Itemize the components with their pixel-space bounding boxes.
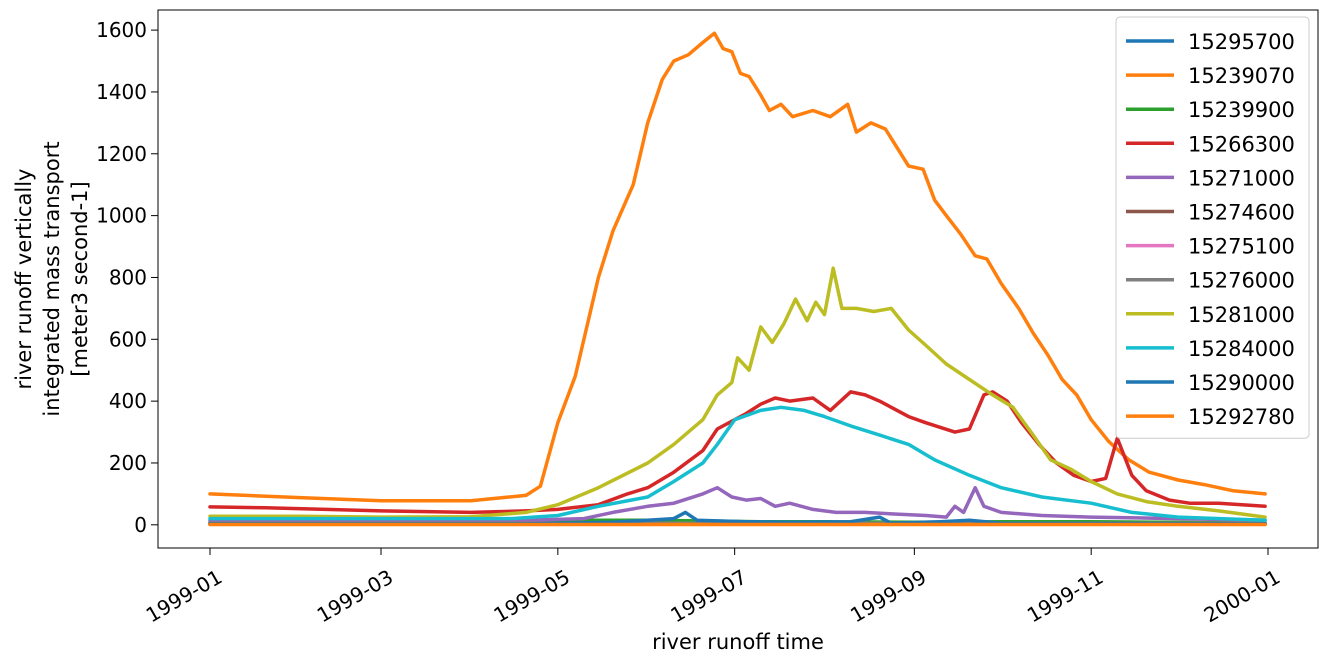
x-axis: 1999-01 1999-03 1999-05 1999-07 1999-09 1999-… — [142, 548, 1284, 627]
x-axis-label: river runoff time — [652, 630, 824, 654]
plot-frame — [157, 9, 1319, 549]
y-tick-label: 800 — [109, 265, 147, 289]
y-tick-label: 1200 — [96, 142, 147, 166]
series-line-15271000 — [208, 485, 1267, 522]
y-axis-label-line-2: integrated mass transport — [40, 141, 64, 416]
legend-entry-label: 15290000 — [1188, 371, 1295, 395]
legend-entry-label: 15239070 — [1188, 64, 1295, 88]
x-tick-label: 2000-01 — [1200, 565, 1284, 628]
legend-entry-label: 15292780 — [1188, 405, 1295, 429]
x-tick-label: 1999-09 — [846, 565, 930, 628]
y-axis-label-line-1: river runoff vertically — [12, 169, 36, 390]
legend-entry-label: 15284000 — [1188, 337, 1295, 361]
legend: 15295700 15239070 15239900 15266300 15271000… — [1115, 16, 1310, 439]
y-tick-label: 1600 — [96, 18, 147, 42]
legend-entry-label: 15271000 — [1188, 166, 1295, 190]
y-axis: 0 200 400 600 800 1000 1200 1400 1600 — [96, 18, 158, 537]
x-tick-label: 1999-07 — [666, 565, 750, 628]
series-layer — [208, 31, 1267, 527]
x-tick-label: 1999-05 — [490, 565, 574, 628]
y-tick-label: 0 — [134, 513, 147, 537]
legend-entry-label: 15239900 — [1188, 98, 1295, 122]
y-tick-label: 400 — [109, 389, 147, 413]
legend-entry-label: 15281000 — [1188, 303, 1295, 327]
x-tick-label: 1999-03 — [313, 565, 397, 628]
x-tick-label: 1999-01 — [142, 565, 226, 628]
series-line-15284000 — [208, 405, 1267, 522]
series-line-15239070 — [208, 31, 1267, 503]
y-tick-label: 1400 — [96, 80, 147, 104]
legend-entry-label: 15266300 — [1188, 132, 1295, 156]
series-line-15281000 — [208, 266, 1267, 519]
series-line-15266300 — [208, 390, 1267, 515]
y-tick-label: 200 — [109, 451, 147, 475]
series-line-15290000 — [208, 510, 1267, 526]
y-axis-label-line-3: [meter3 second-1] — [68, 181, 92, 376]
y-tick-label: 600 — [109, 327, 147, 351]
y-tick-label: 1000 — [96, 204, 147, 228]
legend-entry-label: 15295700 — [1188, 30, 1295, 54]
legend-entry-label: 15275100 — [1188, 235, 1295, 259]
legend-entry-label: 15276000 — [1188, 269, 1295, 293]
legend-entry-label: 15274600 — [1188, 201, 1295, 225]
x-tick-label: 1999-11 — [1023, 565, 1107, 628]
legend-box — [1115, 16, 1310, 439]
